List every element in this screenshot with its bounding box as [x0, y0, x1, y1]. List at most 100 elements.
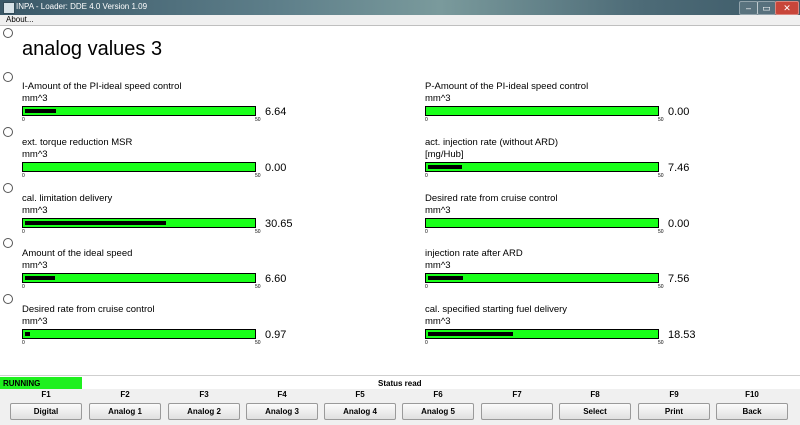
gauge-fill	[428, 276, 463, 280]
page-title: analog values 3	[22, 38, 163, 60]
function-key-button[interactable]	[481, 403, 553, 420]
gauge-bar	[22, 218, 256, 228]
gauge-min-tick: 0	[22, 340, 25, 346]
gauge-max-tick: 50	[658, 173, 664, 179]
gauge-fill	[25, 221, 166, 225]
radio-button[interactable]	[3, 127, 13, 137]
gauge-value: 7.46	[668, 162, 690, 174]
gauge-unit: mm^3	[425, 205, 451, 216]
gauge-bar	[425, 106, 659, 116]
gauge-block: cal. limitation delivery mm^3 0 50 30.65	[22, 193, 362, 248]
gauge-min-tick: 0	[425, 284, 428, 290]
gauge-value: 6.64	[265, 106, 287, 118]
gauge-max-tick: 50	[658, 284, 664, 290]
main-panel: analog values 3 I-Amount of the PI-ideal…	[0, 26, 800, 375]
gauge-block: cal. specified starting fuel delivery mm^…	[425, 304, 765, 359]
gauge-max-tick: 50	[658, 117, 664, 123]
minimize-icon[interactable]: –	[739, 1, 758, 15]
gauge-min-tick: 0	[22, 117, 25, 123]
function-key-button[interactable]: Analog 3	[246, 403, 318, 420]
radio-button[interactable]	[3, 72, 13, 82]
gauge-max-tick: 50	[255, 340, 261, 346]
gauge-min-tick: 0	[425, 117, 428, 123]
gauge-max-tick: 50	[255, 173, 261, 179]
close-icon[interactable]: ✕	[775, 1, 799, 15]
function-key-label: F8	[590, 390, 600, 399]
gauge-value: 0.00	[668, 218, 690, 230]
gauge-fill	[25, 109, 56, 113]
function-key-button[interactable]: Analog 2	[168, 403, 240, 420]
gauge-min-tick: 0	[425, 229, 428, 235]
gauge-label: ext. torque reduction MSR	[22, 137, 133, 148]
gauge-label: Desired rate from cruise control	[425, 193, 558, 204]
gauge-min-tick: 0	[425, 340, 428, 346]
function-key-f2: F2 Analog 1	[89, 389, 161, 425]
gauge-bar	[22, 162, 256, 172]
function-key-label: F2	[120, 390, 130, 399]
radio-button[interactable]	[3, 183, 13, 193]
gauge-bar	[22, 106, 256, 116]
status-bar: RUNNING Status read	[0, 375, 800, 390]
function-key-f9: F9 Print	[638, 389, 710, 425]
gauge-label: cal. limitation delivery	[22, 193, 113, 204]
function-key-f7: F7	[481, 389, 553, 425]
function-key-f5: F5 Analog 4	[324, 389, 396, 425]
gauge-unit: mm^3	[425, 260, 451, 271]
gauge-block: ext. torque reduction MSR mm^3 0 50 0.00	[22, 137, 362, 192]
running-indicator: RUNNING	[0, 377, 82, 390]
radio-button[interactable]	[3, 28, 13, 38]
title-bar: INPA - Loader: DDE 4.0 Version 1.09 – ▭ …	[0, 0, 800, 15]
gauge-min-tick: 0	[22, 229, 25, 235]
gauge-min-tick: 0	[22, 173, 25, 179]
gauge-max-tick: 50	[255, 284, 261, 290]
gauge-fill	[428, 332, 514, 336]
gauge-unit: mm^3	[22, 205, 48, 216]
gauge-unit: [mg/Hub]	[425, 149, 464, 160]
gauge-fill	[428, 165, 463, 169]
function-key-f3: F3 Analog 2	[168, 389, 240, 425]
gauge-max-tick: 50	[255, 229, 261, 235]
window-title: INPA - Loader: DDE 4.0 Version 1.09	[16, 2, 148, 11]
function-key-button[interactable]: Analog 1	[89, 403, 161, 420]
gauge-block: Amount of the ideal speed mm^3 0 50 6.60	[22, 248, 362, 303]
menu-about[interactable]: About...	[6, 15, 34, 24]
gauge-label: cal. specified starting fuel delivery	[425, 304, 568, 315]
function-key-label: F4	[277, 390, 287, 399]
gauge-value: 7.56	[668, 273, 690, 285]
gauge-label: injection rate after ARD	[425, 248, 523, 259]
gauge-value: 0.00	[265, 162, 287, 174]
function-key-f8: F8 Select	[559, 389, 631, 425]
function-key-button[interactable]: Select	[559, 403, 631, 420]
function-key-label: F9	[669, 390, 679, 399]
function-key-label: F6	[433, 390, 443, 399]
function-key-f6: F6 Analog 5	[402, 389, 474, 425]
gauge-label: I-Amount of the PI-ideal speed control	[22, 81, 182, 92]
gauge-block: injection rate after ARD mm^3 0 50 7.56	[425, 248, 765, 303]
gauge-value: 0.00	[668, 106, 690, 118]
gauge-bar	[425, 273, 659, 283]
gauge-block: I-Amount of the PI-ideal speed control mm…	[22, 81, 362, 136]
gauge-value: 30.65	[265, 218, 293, 230]
function-key-button[interactable]: Digital	[10, 403, 82, 420]
function-key-button[interactable]: Print	[638, 403, 710, 420]
gauge-block: P-Amount of the PI-ideal speed control mm…	[425, 81, 765, 136]
gauge-bar	[425, 162, 659, 172]
app-icon	[3, 2, 15, 14]
gauge-min-tick: 0	[22, 284, 25, 290]
gauge-unit: mm^3	[22, 316, 48, 327]
function-key-button[interactable]: Analog 5	[402, 403, 474, 420]
gauge-max-tick: 50	[658, 340, 664, 346]
radio-button[interactable]	[3, 294, 13, 304]
maximize-icon[interactable]: ▭	[757, 1, 776, 15]
function-key-label: F7	[512, 390, 522, 399]
radio-button[interactable]	[3, 238, 13, 248]
gauge-block: Desired rate from cruise control mm^3 0 50 0…	[22, 304, 362, 359]
gauge-bar	[22, 273, 256, 283]
gauge-unit: mm^3	[22, 260, 48, 271]
function-key-button[interactable]: Back	[716, 403, 788, 420]
gauge-label: act. injection rate (without ARD)	[425, 137, 559, 148]
gauge-value: 0.97	[265, 329, 287, 341]
function-key-button[interactable]: Analog 4	[324, 403, 396, 420]
gauge-bar	[22, 329, 256, 339]
